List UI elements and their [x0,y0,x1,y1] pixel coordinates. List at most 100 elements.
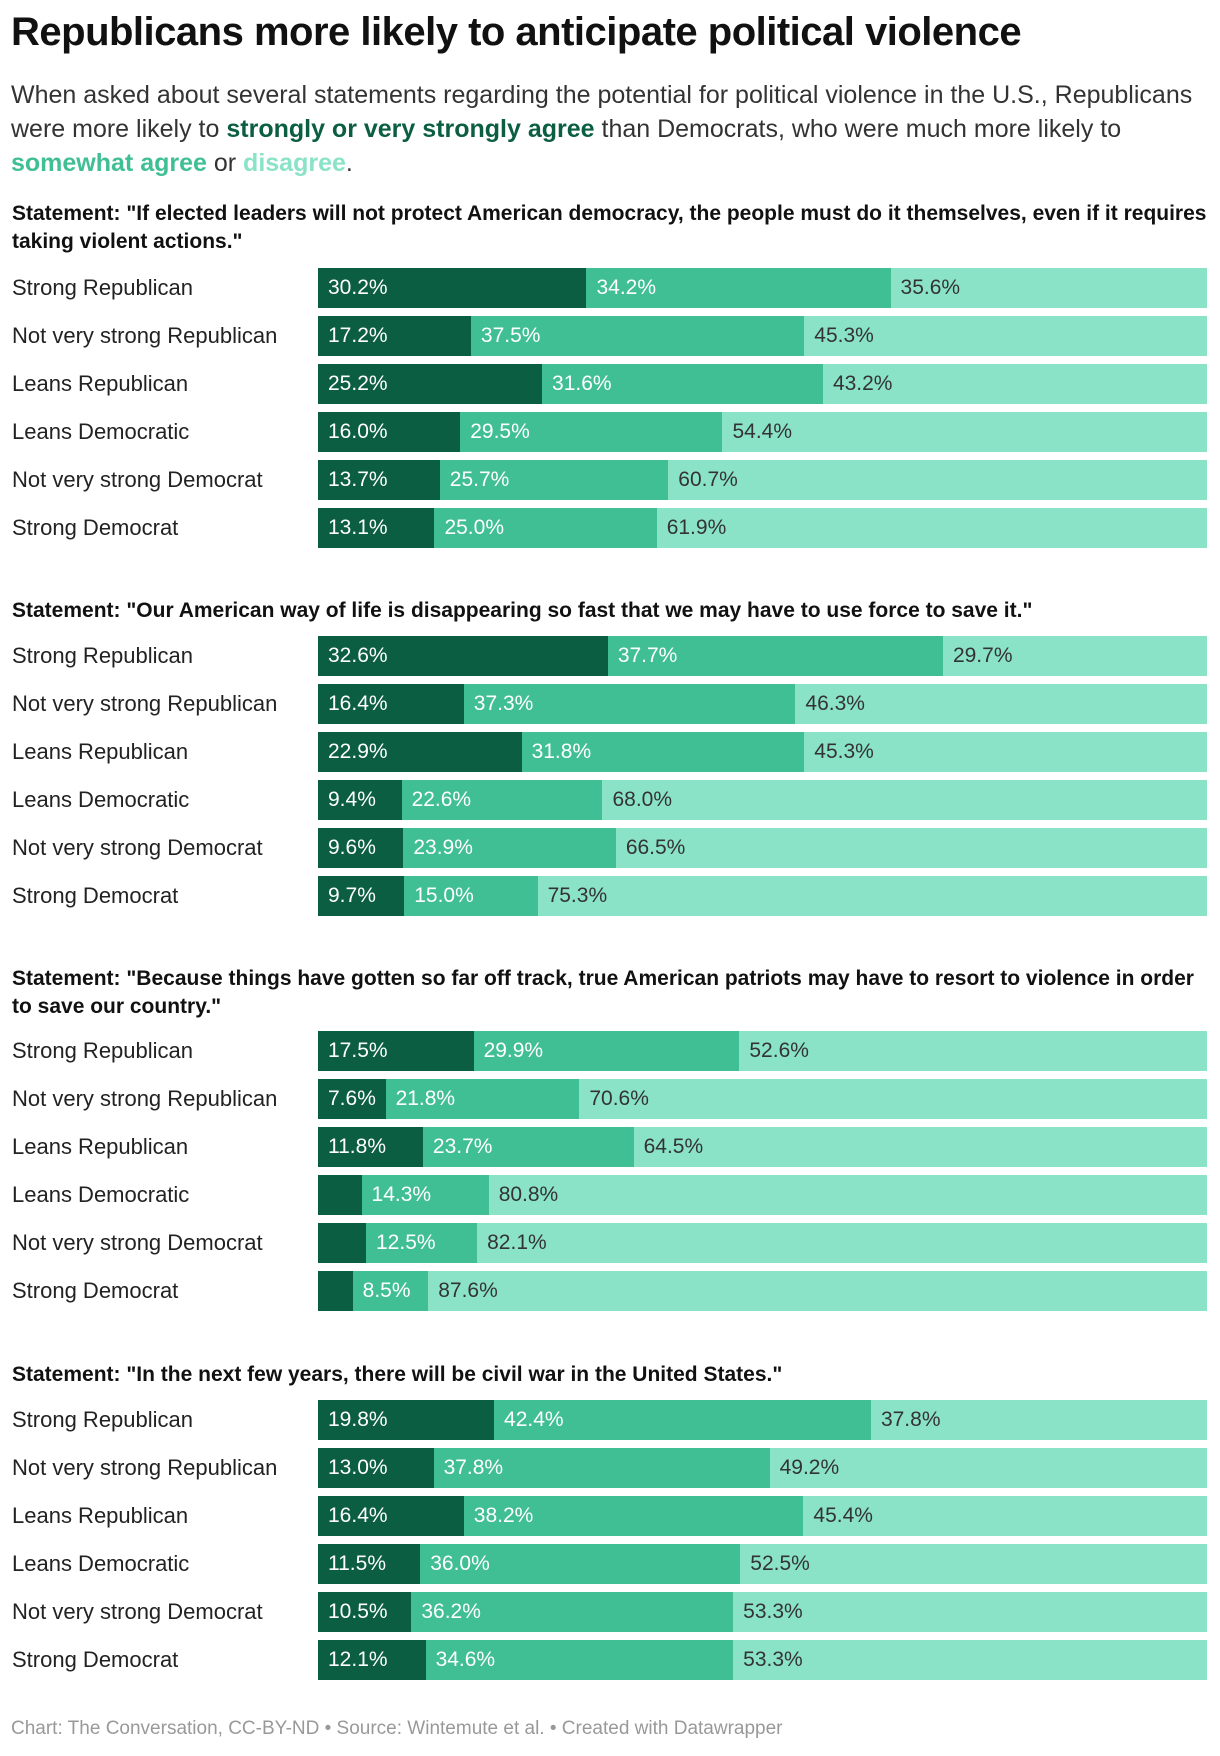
bar-row: Not very strong Democrat 13.7% 25.7% 60.7% [0,460,1220,500]
data-label: 13.0% [328,1456,388,1479]
data-label: 19.8% [328,1408,388,1431]
data-label: 36.0% [430,1552,490,1575]
bar-segment-somewhat-agree: 29.5% [460,412,723,452]
stacked-bar: 8.5% 87.6% [318,1271,1207,1311]
data-label: 35.6% [900,276,961,299]
data-label: 23.7% [432,1135,493,1158]
data-label: 87.6% [438,1279,498,1302]
category-label: Not very strong Republican [12,1455,278,1480]
category-label: Leans Democratic [12,419,190,444]
bar-segment-somewhat-agree: 37.5% [470,316,805,356]
stacked-bar: 7.6% 21.8% 70.6% [318,1079,1207,1119]
bar-segment-somewhat-agree: 15.0% [404,876,538,916]
category-label: Not very strong Republican [12,1086,278,1111]
data-label: 45.4% [813,1504,873,1527]
data-label: 16.4% [328,1504,388,1527]
data-label: 38.2% [473,1504,534,1527]
bar-segment-disagree: 52.5% [740,1544,1207,1584]
data-label: 37.8% [880,1408,941,1431]
bar-row: Not very strong Republican 16.4% 37.3% 46.3… [0,684,1220,724]
bar-segment-strongly-agree: 13.0% [318,1448,434,1488]
bar-row: Leans Democratic 9.4% 22.6% 68.0% [0,780,1220,820]
data-label: 29.7% [952,644,1013,667]
data-label: 22.9% [328,740,388,763]
data-label: 17.5% [328,1039,388,1062]
category-label: Strong Democrat [12,1647,179,1672]
bar-segment-somewhat-agree: 23.7% [422,1127,634,1167]
data-label: 16.0% [328,420,388,443]
legend-disagree: disagree [243,149,346,177]
category-label: Leans Democratic [12,1551,190,1576]
data-label: 25.2% [328,372,388,395]
stacked-bar: 11.5% 36.0% 52.5% [318,1544,1207,1584]
bar-row: Not very strong Democrat 12.5% 82.1% [0,1223,1220,1263]
statement-title: Statement: "Our American way of life is … [12,599,1033,622]
bar-segment-strongly-agree: 17.5% [318,1031,474,1071]
data-label: 9.7% [328,884,376,907]
subtitle-text: . [345,149,353,177]
bar-segment-strongly-agree: 16.4% [318,684,464,724]
bar-segment-disagree: 75.3% [537,876,1207,916]
bar-segment-strongly-agree: 19.8% [318,1400,495,1440]
bar-segment-somewhat-agree: 22.6% [401,780,603,820]
stacked-bar: 13.0% 37.8% 49.2% [318,1448,1207,1488]
bar-row: Strong Republican 30.2% 34.2% 35.6% [0,268,1220,308]
data-label: 80.8% [498,1183,559,1206]
category-label: Not very strong Democrat [12,1599,263,1624]
category-label: Leans Republican [12,371,189,396]
data-label: 46.3% [805,692,865,715]
bar-segment-disagree: 52.6% [739,1031,1207,1071]
category-label: Strong Republican [12,1407,194,1432]
bar-segment-strongly-agree: 17.2% [318,316,471,356]
bar-segment-disagree: 29.7% [942,636,1207,676]
bar-segment-strongly-agree: 10.5% [318,1592,412,1632]
data-label: 15.0% [414,884,474,907]
stacked-bar: 30.2% 34.2% 35.6% [318,268,1207,308]
data-label: 53.3% [743,1648,803,1671]
category-label: Leans Republican [12,739,189,764]
category-label: Strong Democrat [12,515,179,540]
data-label: 66.5% [625,836,686,859]
stacked-bar: 19.8% 42.4% 37.8% [318,1400,1207,1440]
data-label: 16.4% [328,692,388,715]
bar-segment-somewhat-agree: 37.3% [463,684,796,724]
stacked-bar: 25.2% 31.6% 43.2% [318,364,1207,404]
bar-segment-somewhat-agree: 25.7% [439,460,669,500]
bar-row: Strong Republican 17.5% 29.9% 52.6% [0,1031,1220,1071]
bar-segment-disagree: 66.5% [615,828,1207,868]
bar-segment-strongly-agree: 16.4% [318,1496,464,1536]
stacked-bar: 16.0% 29.5% 54.4% [318,412,1207,452]
bar-segment-strongly-agree: 32.6% [318,636,608,676]
data-label: 29.5% [470,420,530,443]
bar-segment-disagree: 54.4% [722,412,1207,452]
data-label: 13.1% [328,516,388,539]
data-label: 42.4% [504,1408,564,1431]
bar-segment-strongly-agree [318,1271,353,1311]
bar-row: Not very strong Republican 13.0% 37.8% 49.2… [0,1448,1220,1488]
data-label: 45.3% [814,324,874,347]
category-label: Not very strong Democrat [12,467,263,492]
data-label: 13.7% [328,468,388,491]
data-label: 31.8% [531,740,592,763]
bar-segment-disagree: 68.0% [602,780,1207,820]
stacked-bar: 16.4% 38.2% 45.4% [318,1496,1207,1536]
subtitle-text: When asked about several statements rega… [11,81,1193,143]
category-label: Not very strong Republican [12,691,278,716]
bar-segment-strongly-agree: 22.9% [318,732,522,772]
data-label: 11.5% [328,1552,386,1575]
category-label: Leans Republican [12,1503,189,1528]
bar-row: Not very strong Republican 7.6% 21.8% 70.6% [0,1079,1220,1119]
bar-segment-strongly-agree: 9.6% [318,828,404,868]
bar-row: Strong Republican 19.8% 42.4% 37.8% [0,1400,1220,1440]
data-label: 11.8% [328,1135,386,1158]
bar-segment-disagree: 80.8% [488,1175,1207,1215]
data-label: 82.1% [487,1231,547,1254]
bar-segment-somewhat-agree: 42.4% [494,1400,871,1440]
bar-segment-disagree: 43.2% [822,364,1207,404]
stacked-bar: 12.5% 82.1% [318,1223,1207,1263]
data-label: 29.9% [483,1039,544,1062]
stacked-bar: 14.3% 80.8% [318,1175,1207,1215]
data-label: 25.0% [444,516,504,539]
stacked-bar: 17.2% 37.5% 45.3% [318,316,1207,356]
data-label: 68.0% [612,788,673,811]
